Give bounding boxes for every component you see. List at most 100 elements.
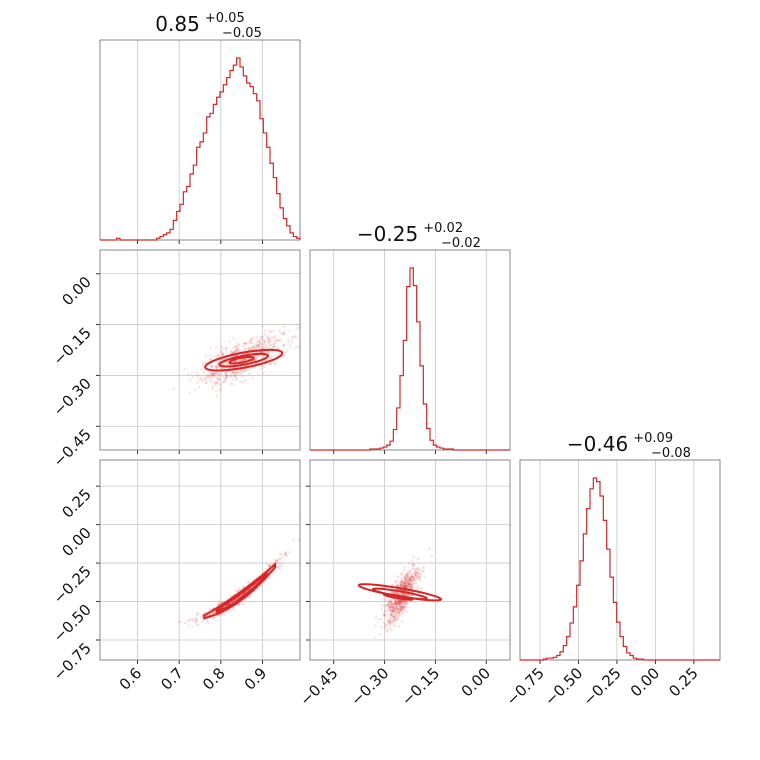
y-tick-label-1: −0.50 bbox=[50, 601, 95, 646]
sample-point bbox=[278, 557, 282, 560]
sample-point bbox=[275, 353, 278, 356]
sample-point bbox=[418, 575, 422, 579]
sample-point bbox=[224, 372, 227, 375]
sample-point bbox=[398, 602, 401, 605]
sample-point bbox=[407, 575, 410, 578]
sample-point bbox=[391, 612, 394, 615]
sample-point bbox=[401, 584, 404, 588]
sample-point bbox=[401, 600, 405, 603]
sample-point bbox=[383, 613, 387, 617]
sample-point bbox=[385, 607, 389, 610]
title-param-3-plus: +0.09 bbox=[633, 431, 673, 446]
sample-point bbox=[411, 582, 414, 586]
sample-point bbox=[400, 605, 403, 609]
sample-point bbox=[208, 357, 212, 361]
sample-point bbox=[402, 608, 405, 611]
sample-point bbox=[393, 603, 397, 606]
sample-point bbox=[219, 601, 223, 604]
sample-point bbox=[403, 600, 406, 603]
sample-point bbox=[241, 359, 245, 362]
sample-point bbox=[393, 606, 396, 610]
sample-point bbox=[196, 381, 199, 384]
sample-point bbox=[217, 600, 220, 603]
sample-point bbox=[281, 333, 285, 337]
sample-point bbox=[404, 586, 408, 589]
sample-point bbox=[374, 615, 378, 619]
sample-point bbox=[403, 585, 407, 588]
sample-point bbox=[234, 377, 238, 380]
sample-point bbox=[217, 602, 221, 606]
sample-point bbox=[405, 574, 409, 578]
sample-point bbox=[288, 329, 291, 333]
sample-point bbox=[405, 577, 408, 580]
sample-point bbox=[418, 578, 421, 581]
sample-point bbox=[402, 604, 406, 608]
sample-point bbox=[383, 624, 387, 627]
sample-point bbox=[194, 616, 197, 620]
sample-point bbox=[281, 355, 285, 358]
sample-point bbox=[399, 584, 403, 588]
sample-point bbox=[249, 340, 252, 344]
sample-point bbox=[196, 624, 200, 627]
sample-point bbox=[212, 616, 216, 620]
sample-point bbox=[199, 378, 203, 382]
sample-point bbox=[403, 600, 407, 604]
sample-point bbox=[244, 358, 247, 362]
sample-point bbox=[220, 384, 223, 387]
sample-point bbox=[395, 617, 398, 621]
sample-point bbox=[398, 613, 401, 616]
sample-point bbox=[394, 610, 398, 614]
sample-point bbox=[401, 599, 405, 603]
sample-point bbox=[210, 364, 213, 368]
sample-point bbox=[381, 604, 384, 607]
sample-point bbox=[393, 602, 397, 605]
sample-point bbox=[214, 381, 217, 384]
sample-point bbox=[220, 350, 223, 354]
sample-point bbox=[406, 575, 409, 579]
sample-point bbox=[409, 594, 413, 598]
sample-point bbox=[400, 606, 404, 610]
x-tick-label-1: −0.50 bbox=[541, 664, 586, 709]
x-tick-label-0: −0.75 bbox=[503, 664, 548, 709]
sample-point bbox=[261, 335, 265, 339]
sample-point bbox=[397, 611, 401, 614]
sample-point bbox=[212, 366, 215, 369]
sample-point bbox=[225, 377, 228, 381]
sample-point bbox=[400, 607, 404, 610]
sample-point bbox=[407, 579, 410, 582]
sample-point bbox=[400, 571, 404, 574]
sample-point bbox=[211, 387, 214, 391]
sample-point bbox=[205, 381, 208, 385]
sample-point bbox=[251, 345, 254, 349]
sample-point bbox=[236, 590, 239, 593]
sample-point bbox=[223, 362, 226, 366]
sample-point bbox=[244, 343, 247, 346]
sample-point bbox=[390, 583, 394, 586]
sample-point bbox=[283, 343, 287, 347]
sample-point bbox=[399, 605, 402, 609]
sample-point bbox=[382, 613, 386, 617]
sample-point bbox=[396, 608, 399, 612]
sample-point bbox=[416, 571, 419, 575]
sample-point bbox=[195, 623, 199, 627]
sample-point bbox=[405, 579, 409, 583]
sample-point bbox=[196, 611, 200, 614]
sample-point bbox=[386, 603, 389, 606]
sample-point bbox=[392, 608, 396, 611]
sample-point bbox=[410, 583, 414, 587]
sample-point bbox=[236, 378, 239, 381]
sample-point bbox=[409, 580, 413, 584]
sample-point bbox=[396, 606, 399, 609]
sample-point bbox=[212, 375, 215, 378]
sample-point bbox=[414, 569, 418, 572]
sample-point bbox=[268, 362, 272, 366]
sample-point bbox=[409, 585, 413, 589]
sample-point bbox=[263, 346, 266, 350]
sample-point bbox=[388, 627, 392, 631]
sample-point bbox=[403, 603, 406, 607]
sample-point bbox=[207, 375, 210, 378]
sample-point bbox=[258, 344, 261, 348]
sample-point bbox=[276, 346, 279, 349]
sample-point bbox=[418, 576, 422, 579]
sample-point bbox=[216, 381, 219, 385]
